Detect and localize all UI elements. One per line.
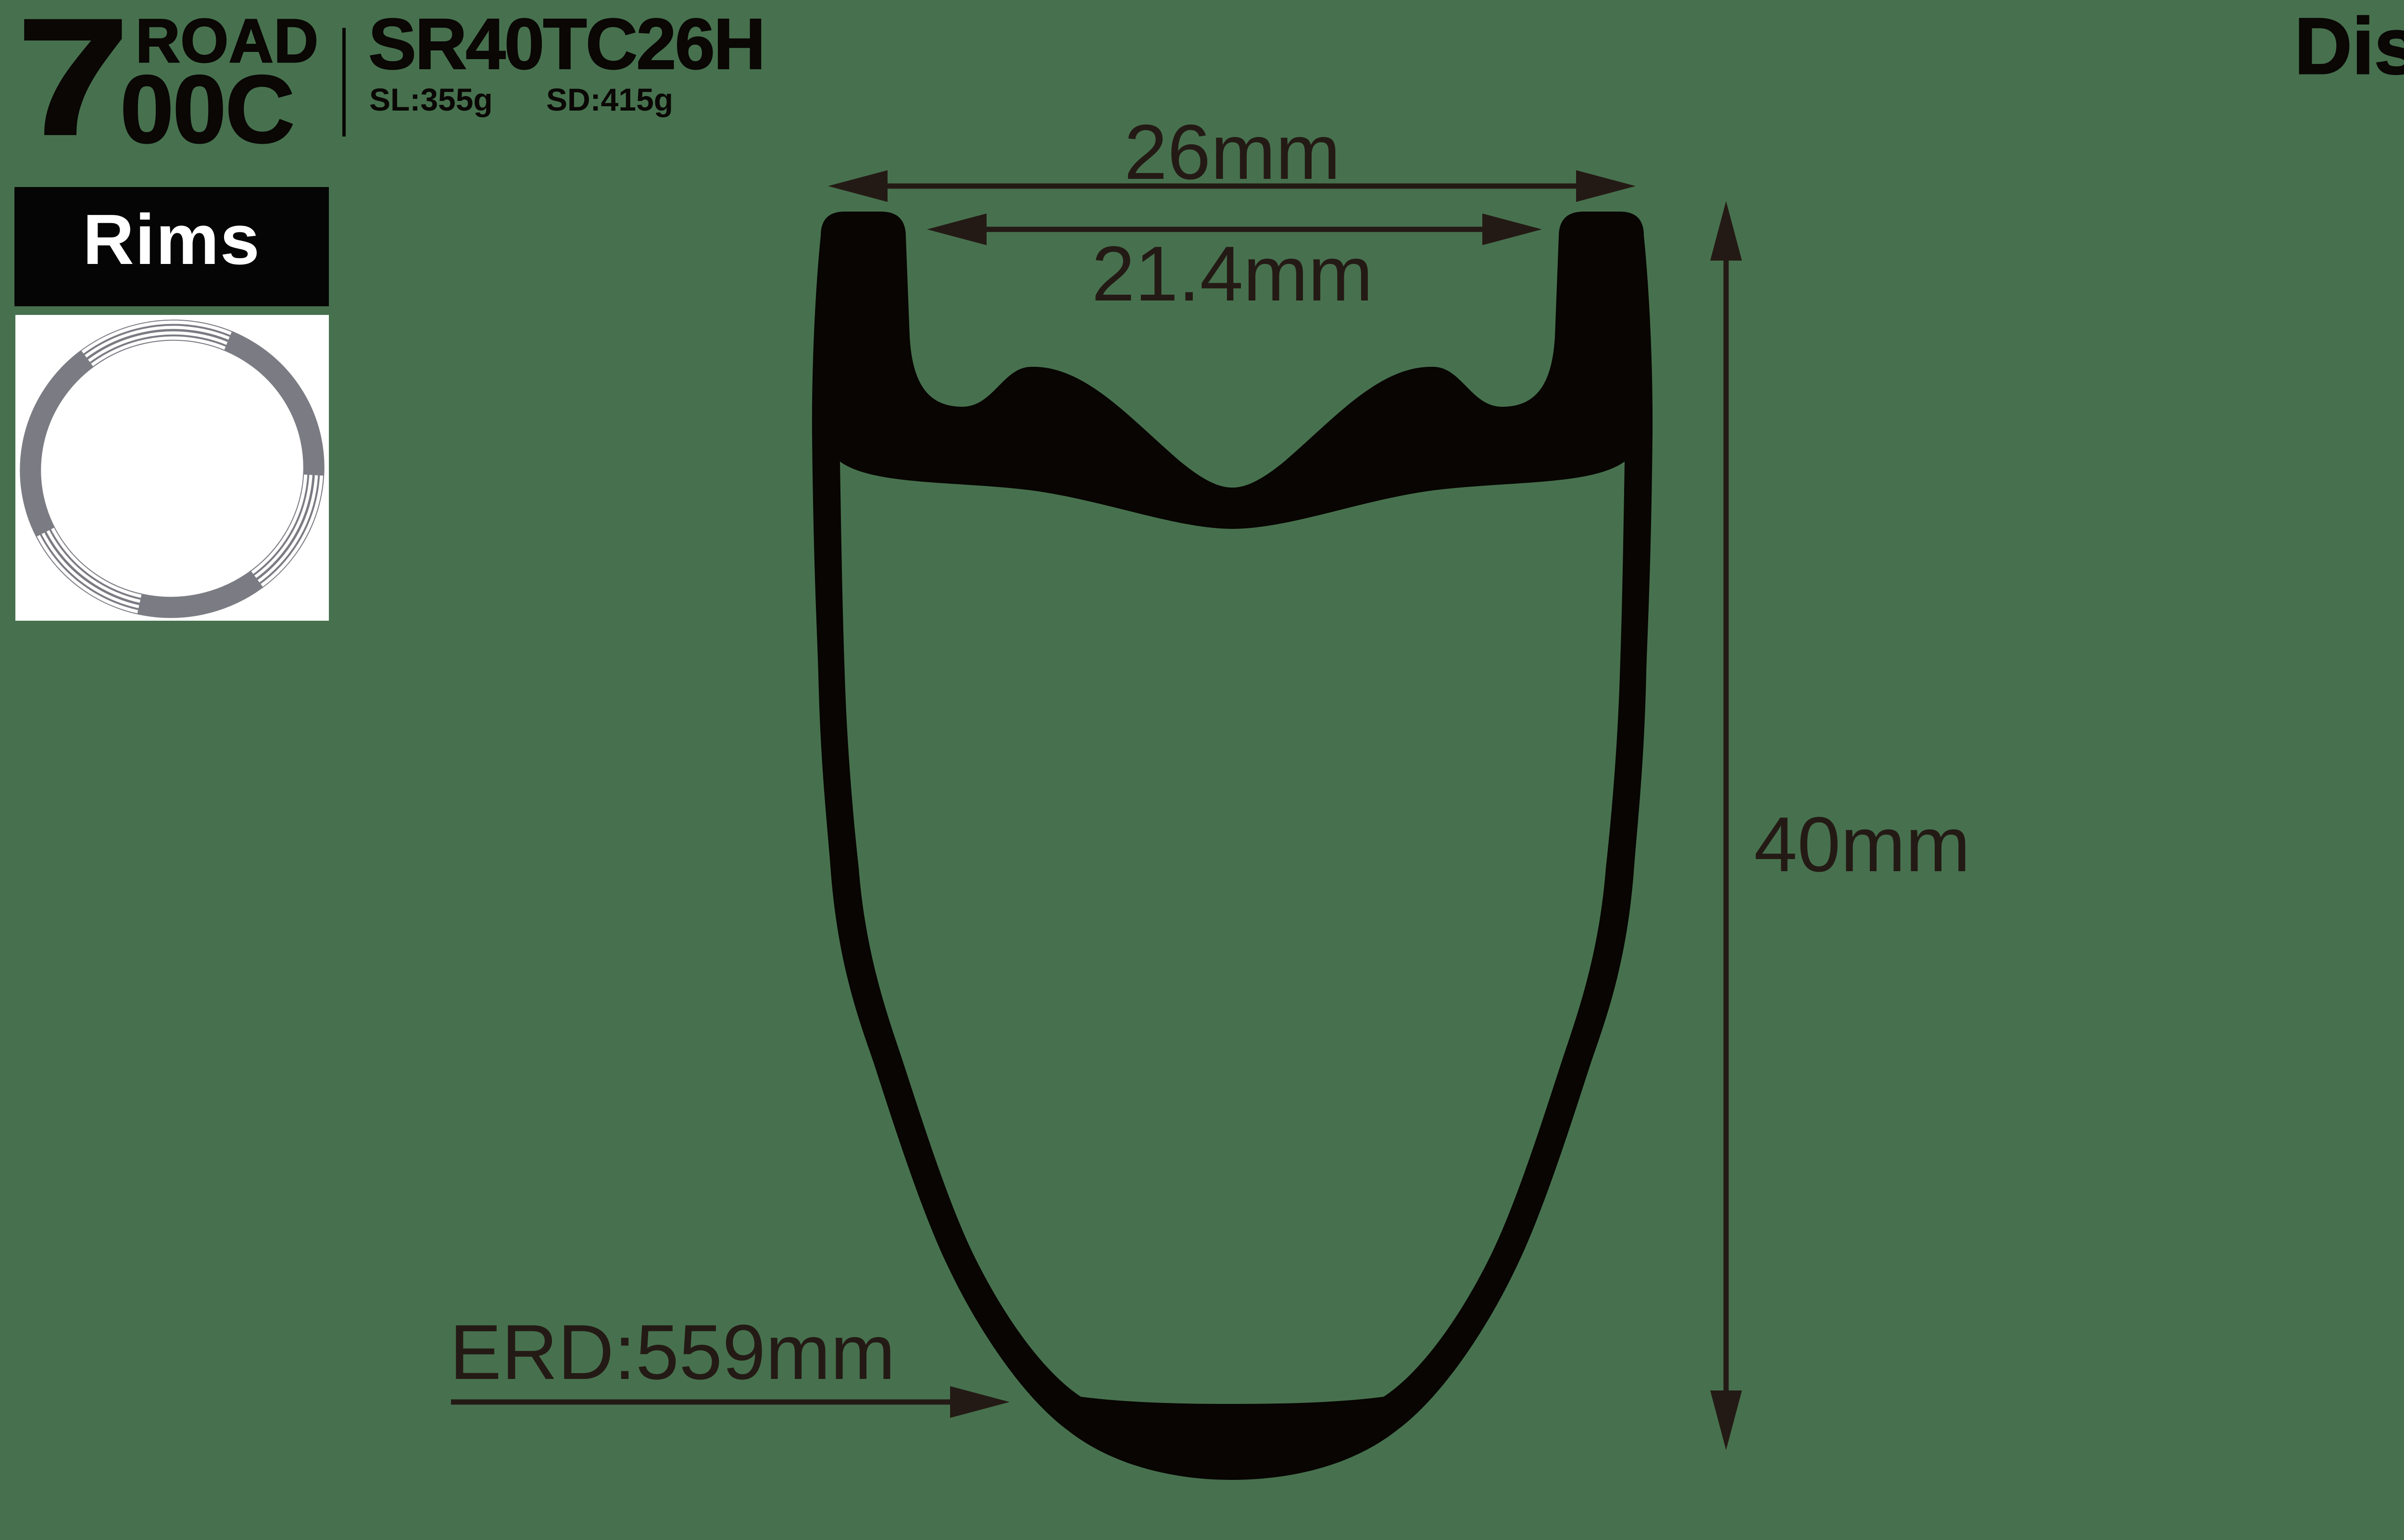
rims-badge-label: Rims xyxy=(83,200,261,279)
depth-arrowhead-bottom xyxy=(1710,1390,1742,1450)
dimension-outer-width: 26mm xyxy=(828,109,1636,202)
outer-width-arrowhead-right xyxy=(1576,170,1636,202)
rim-profile-shape xyxy=(812,212,1653,1480)
decal-stripe-line-inner xyxy=(35,334,310,603)
logo-700c-digit: 7 xyxy=(15,0,130,169)
model-weight-sl: SL:355g xyxy=(369,82,493,117)
logo-road-text: ROAD xyxy=(135,7,319,75)
brake-type-label: Disc xyxy=(2294,2,2404,91)
inner-width-value: 21.4mm xyxy=(1091,230,1373,317)
rim-thumbnail-box xyxy=(15,315,329,621)
rim-ring-illustration xyxy=(20,319,325,618)
model-weight-sd: SD:415g xyxy=(546,82,674,117)
logo-divider-line xyxy=(342,28,346,137)
erd-arrowhead xyxy=(950,1386,1010,1418)
rims-badge: Rims xyxy=(14,187,329,306)
logo-00c-text: 00C xyxy=(120,56,296,163)
inner-width-arrowhead-left xyxy=(927,213,987,245)
model-name: SR40TC26H xyxy=(368,3,766,84)
dimension-depth: 40mm xyxy=(1710,201,1970,1450)
depth-value: 40mm xyxy=(1754,801,1970,888)
inner-width-arrowhead-right xyxy=(1482,213,1542,245)
outer-width-arrowhead-left xyxy=(828,170,888,202)
erd-value: ERD:559mm xyxy=(450,1309,895,1396)
decal-stripe-line-mid xyxy=(29,329,315,609)
dimension-inner-width: 21.4mm xyxy=(927,213,1542,317)
decal-stripe-line-outer xyxy=(24,324,320,614)
depth-arrowhead-top xyxy=(1710,201,1742,261)
dimension-erd: ERD:559mm xyxy=(450,1309,1010,1418)
outer-width-value: 26mm xyxy=(1124,109,1340,196)
